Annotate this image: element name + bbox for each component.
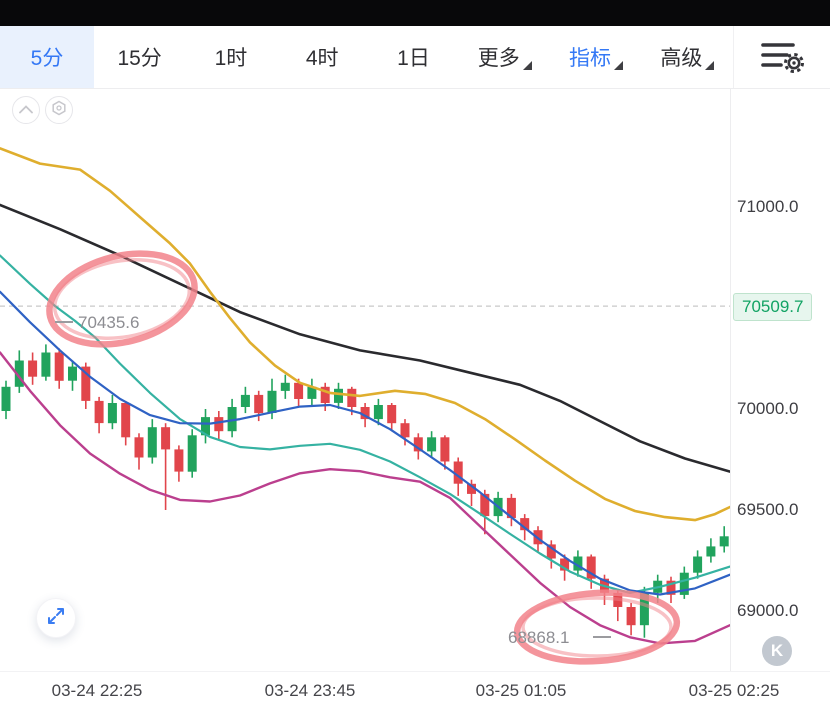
tab-4h[interactable]: 4时 (277, 26, 368, 88)
hexagon-settings-icon (51, 100, 67, 121)
tab-5m[interactable]: 5分 (0, 26, 94, 88)
y-axis-label: 69500.0 (737, 500, 799, 520)
tab-indicators[interactable]: 指标 (550, 26, 641, 88)
tab-label: 高级 (660, 47, 703, 70)
chevron-up-icon (19, 101, 33, 119)
annotation-price-label: 70435.6 (78, 313, 140, 332)
tab-label: 5分 (30, 47, 64, 70)
tab-label: 1日 (397, 47, 430, 70)
tab-1h[interactable]: 1时 (185, 26, 276, 88)
tab-15m[interactable]: 15分 (94, 26, 185, 88)
chart-settings-icon (759, 37, 805, 78)
ma-blue (0, 290, 731, 596)
expand-icon (46, 606, 66, 631)
chart-settings-button[interactable] (733, 26, 830, 88)
candles (1, 344, 729, 638)
tab-label: 4时 (305, 47, 339, 70)
annotation-circles (46, 250, 681, 665)
tab-label: 指标 (569, 47, 612, 70)
x-axis-label: 03-24 23:45 (264, 681, 356, 700)
exchange-watermark: K (762, 636, 792, 666)
tab-label: 15分 (117, 47, 162, 70)
tab-1d[interactable]: 1日 (368, 26, 459, 88)
tab-more[interactable]: 更多 (459, 26, 550, 88)
price-axis-separator (730, 88, 731, 671)
indicator-settings-button[interactable] (45, 96, 73, 124)
x-axis-label: 03-25 01:05 (475, 681, 567, 700)
caret-down-icon (705, 61, 715, 70)
annotation-price-label: 68868.1 (508, 628, 570, 647)
tab-label: 1时 (214, 47, 248, 70)
band-magenta (0, 351, 731, 645)
current-price-tag: 70509.7 (733, 293, 813, 322)
x-axis-label: 03-25 02:25 (688, 681, 780, 700)
collapse-panel-button[interactable] (12, 96, 40, 124)
ma-lines (0, 147, 731, 645)
caret-down-icon (522, 61, 532, 70)
timeframe-tabs: 5分 15分 1时 4时 1日 更多 指标 高级 (0, 26, 733, 88)
status-bar (0, 0, 830, 26)
y-axis-label: 70000.0 (737, 399, 799, 419)
ma-black (0, 203, 731, 473)
ma-yellow (0, 147, 731, 522)
x-axis-label: 03-24 22:25 (51, 681, 143, 700)
y-axis-label: 69000.0 (737, 601, 799, 621)
caret-down-icon (614, 61, 624, 70)
timeframe-toolbar: 5分 15分 1时 4时 1日 更多 指标 高级 (0, 26, 830, 89)
time-axis-separator (0, 671, 830, 672)
tab-label: 更多 (477, 47, 520, 70)
fullscreen-button[interactable] (36, 598, 76, 638)
plot-area (0, 147, 731, 665)
tab-advanced[interactable]: 高级 (642, 26, 733, 88)
y-axis-label: 71000.0 (737, 197, 799, 216)
